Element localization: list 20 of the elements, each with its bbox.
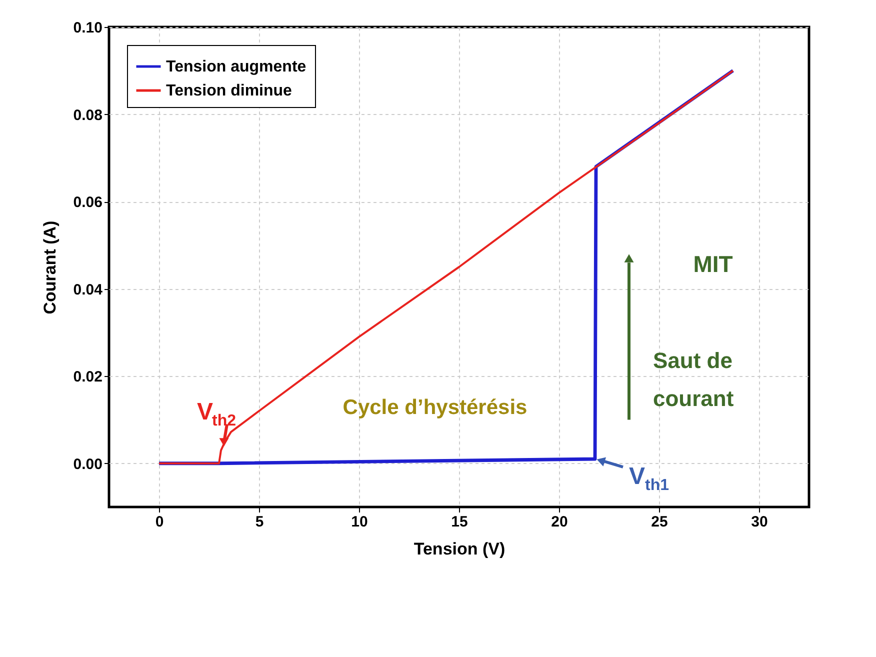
y-tick-label: 0.10 [73, 20, 102, 36]
y-tick-label: 0.00 [73, 456, 102, 473]
y-tick-label: 0.04 [73, 281, 104, 298]
x-tick-label: 10 [351, 514, 368, 530]
legend-label: Tension augmente [166, 58, 306, 76]
y-tick-label: 0.08 [73, 106, 102, 124]
y-axis-title: Courant (A) [40, 220, 60, 314]
x-tick-label: 5 [255, 514, 264, 530]
legend-label: Tension diminue [166, 82, 292, 100]
x-tick-label: 25 [651, 514, 668, 530]
x-tick-label: 0 [155, 514, 164, 530]
annotation: Cycle d’hystérésis [342, 396, 528, 419]
annotation: MIT [693, 250, 733, 277]
annotation: Saut de courant [653, 348, 734, 411]
x-tick-label: 15 [451, 514, 468, 530]
y-tick-label: 0.06 [73, 194, 102, 212]
x-tick-label: 20 [551, 514, 568, 530]
x-tick-label: 30 [751, 514, 768, 530]
x-axis-title: Tension (V) [414, 540, 506, 558]
y-tick-label: 0.02 [73, 368, 102, 386]
